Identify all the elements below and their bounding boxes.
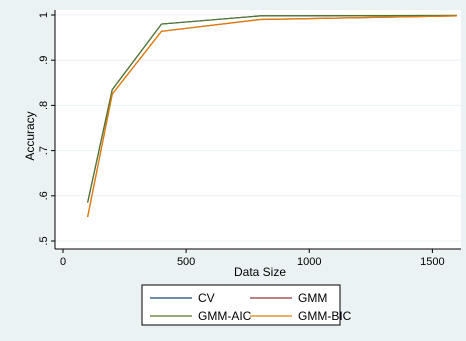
legend-label-cv: CV [198,291,215,305]
y-tick-label: .9 [38,56,50,65]
legend-label-gmm-aic: GMM-AIC [198,309,252,323]
y-tick-label: .7 [38,146,50,155]
legend-label-gmm-bic: GMM-BIC [298,309,352,323]
x-tick-label: 0 [60,256,66,268]
x-tick-label: 500 [177,256,195,268]
y-axis-title: Accuracy [23,111,37,160]
y-tick-label: .5 [38,236,50,245]
plot-region [55,10,461,249]
y-tick-label: .8 [38,101,50,110]
x-tick-label: 1500 [420,256,444,268]
y-tick-label: 1 [38,12,50,18]
x-axis-ticks: 0 500 1000 1500 [60,249,445,268]
x-axis-title: Data Size [234,265,286,279]
legend: CV GMM GMM-AIC GMM-BIC [150,291,352,323]
legend-box [141,284,341,326]
series-line-gmm-aic [87,14,458,203]
series-line-gmm-bic [87,15,458,218]
y-tick-label: .6 [38,191,50,200]
series-lines [87,14,458,218]
x-tick-label: 1000 [297,256,321,268]
legend-label-gmm: GMM [298,291,327,305]
y-axis-ticks: .5 .6 .7 .8 .9 1 [38,12,55,246]
